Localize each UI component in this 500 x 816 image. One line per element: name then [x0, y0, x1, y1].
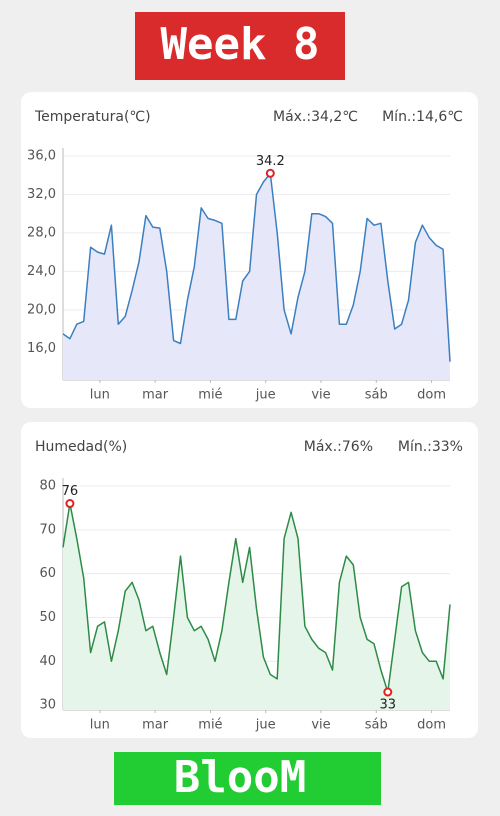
- y-tick-label: 16,0: [27, 341, 56, 356]
- y-tick-label: 80: [39, 479, 56, 494]
- x-tick-label: mar: [142, 388, 169, 403]
- header-box: [135, 12, 345, 80]
- y-tick-label: 40: [39, 654, 56, 669]
- y-tick-label: 28,0: [27, 225, 56, 240]
- max-text: Máx.:76%: [304, 439, 373, 455]
- x-tick-label: jue: [255, 388, 276, 403]
- x-tick-label: mié: [198, 388, 222, 403]
- chart-title: Temperatura(℃): [34, 109, 151, 125]
- min-text: Mín.:14,6℃: [382, 109, 463, 125]
- line: [62, 172, 451, 362]
- chart-title: Humedad(%): [35, 439, 127, 455]
- x-tick-label: mié: [198, 718, 222, 733]
- highlight-point: [383, 687, 393, 697]
- x-tick-label: dom: [417, 388, 446, 403]
- highlight-label: 34.2: [256, 154, 285, 169]
- line: [62, 502, 451, 693]
- x-tick-label: dom: [417, 718, 446, 733]
- y-tick-label: 70: [39, 522, 56, 537]
- x-tick-label: jue: [255, 718, 276, 733]
- footer-box: [114, 752, 381, 805]
- x-tick-label: vie: [311, 388, 330, 403]
- y-tick-label: 20,0: [27, 302, 56, 317]
- min-text: Mín.:33%: [398, 439, 463, 455]
- y-tick-label: 50: [39, 610, 56, 625]
- header: Week 8: [161, 19, 320, 70]
- area: [63, 173, 450, 380]
- y-tick-label: 36,0: [27, 149, 56, 164]
- y-tick-label: 24,0: [27, 264, 56, 279]
- y-tick-label: 30: [39, 698, 56, 713]
- highlight-point: [65, 499, 75, 509]
- x-tick-label: lun: [90, 718, 110, 733]
- x-tick-label: vie: [311, 718, 330, 733]
- x-tick-label: mar: [142, 718, 169, 733]
- y-tick-label: 32,0: [27, 187, 56, 202]
- x-tick-label: sáb: [365, 388, 388, 403]
- highlight-label: 76: [62, 484, 79, 499]
- max-text: Máx.:34,2℃: [273, 109, 358, 125]
- highlight-point: [265, 168, 275, 178]
- highlight-label: 33: [380, 698, 397, 713]
- y-tick-label: 60: [39, 566, 56, 581]
- footer: BlooM: [174, 752, 306, 803]
- x-tick-label: lun: [90, 388, 110, 403]
- area: [63, 503, 450, 710]
- x-tick-label: sáb: [365, 718, 388, 733]
